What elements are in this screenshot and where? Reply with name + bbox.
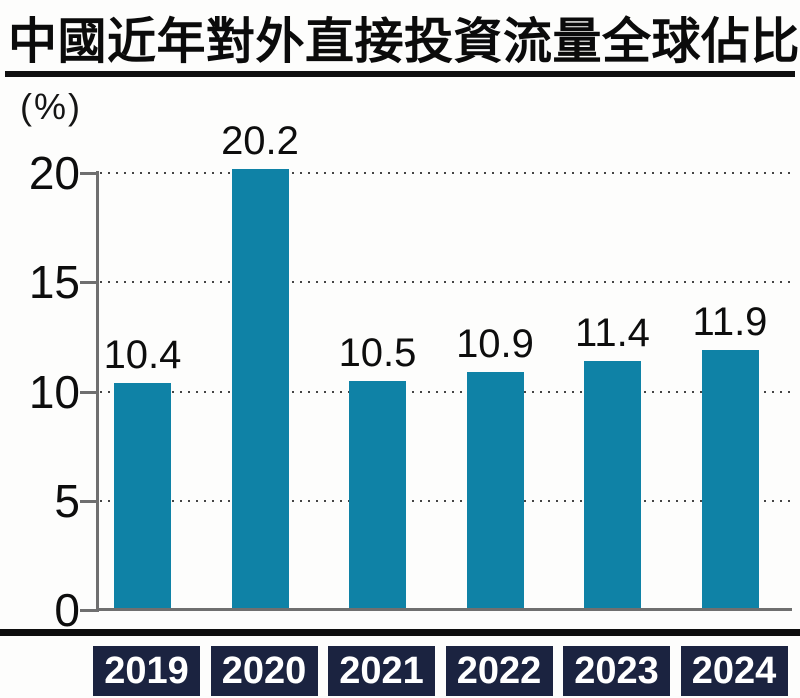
- bar-2022: [466, 371, 524, 610]
- y-axis-line: [96, 171, 99, 612]
- year-label-2021: 2021: [328, 646, 435, 696]
- y-tick-mark-10: [80, 390, 98, 394]
- bar-2023: [584, 360, 641, 610]
- bar-value-2023: 11.4: [575, 310, 650, 355]
- y-tick-label-20: 20: [28, 147, 80, 199]
- y-tick-mark-5: [80, 499, 98, 503]
- y-axis-unit-label: (%): [20, 86, 82, 127]
- bar-2024: [701, 349, 759, 610]
- y-tick-mark-20: [80, 172, 98, 175]
- y-tick-mark-0: [80, 609, 98, 612]
- bar-2020: [231, 168, 289, 610]
- y-tick-label-5: 5: [54, 474, 80, 527]
- x-axis-baseline: [96, 608, 792, 611]
- y-tick-label-10: 10: [28, 365, 80, 418]
- bar-value-2024: 11.9: [692, 299, 768, 344]
- y-tick-mark-15: [80, 281, 98, 285]
- year-label-2023: 2023: [563, 646, 670, 696]
- gridline-5: [100, 499, 790, 502]
- y-tick-label-0: 0: [54, 584, 80, 636]
- bar-value-2022: 10.9: [456, 321, 534, 366]
- gridline-15: [100, 281, 790, 284]
- chart-title: 中國近年對外直接投資流量全球佔比: [8, 15, 800, 69]
- bar-2021: [349, 380, 406, 610]
- year-label-2019: 2019: [93, 646, 200, 696]
- gridline-10: [100, 390, 790, 393]
- year-label-2022: 2022: [445, 646, 553, 696]
- year-label-2020: 2020: [210, 646, 318, 696]
- gridline-20: [100, 172, 790, 174]
- bottom-divider-rule: [0, 629, 800, 636]
- bar-value-2020: 20.2: [221, 118, 299, 163]
- y-tick-label-15: 15: [28, 256, 80, 309]
- bar-value-2019: 10.4: [103, 332, 182, 377]
- year-label-2024: 2024: [680, 646, 788, 696]
- bar-2019: [114, 382, 171, 610]
- bar-value-2021: 10.5: [338, 330, 417, 375]
- title-underline-rule: [5, 71, 795, 77]
